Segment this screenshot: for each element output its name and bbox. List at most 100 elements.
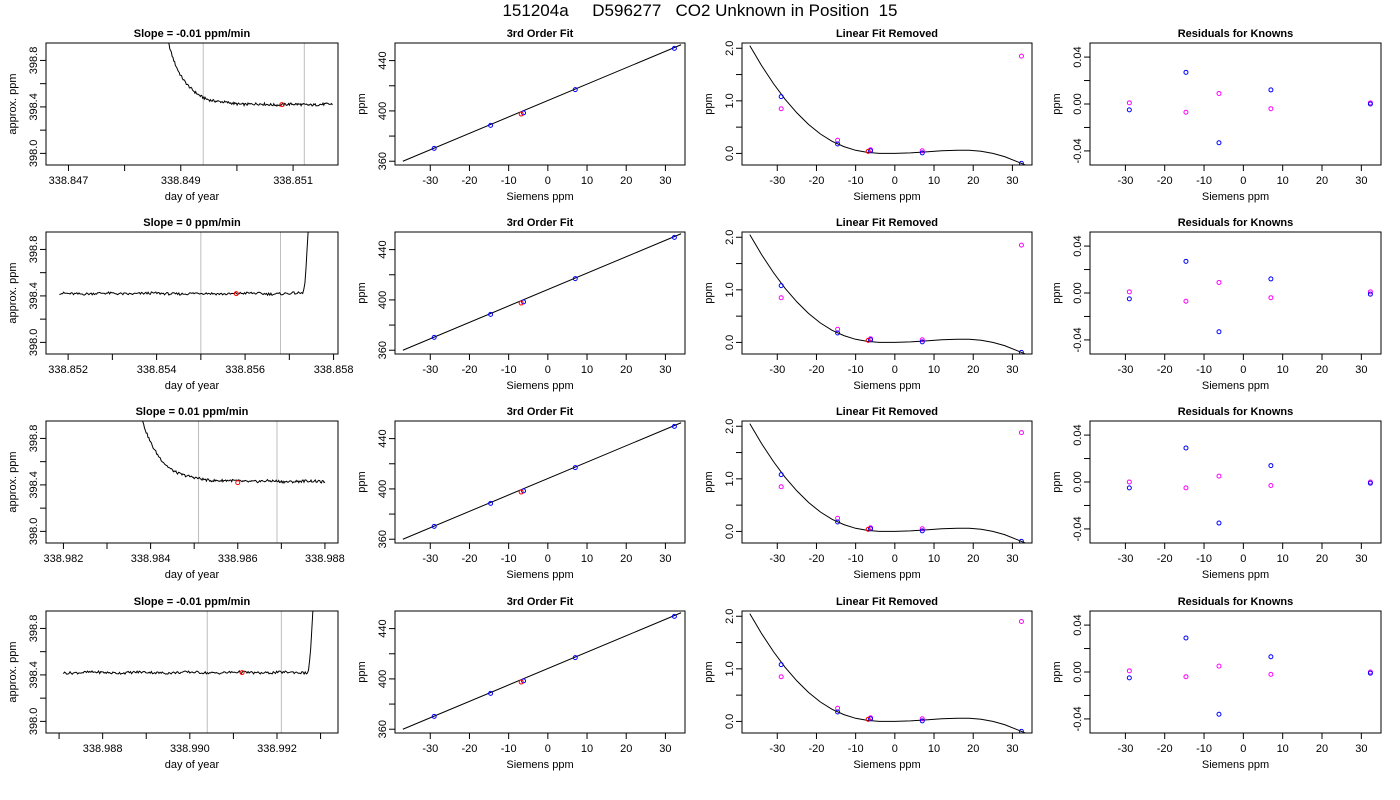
x-tick-label: 338.858 [314,364,354,376]
plot-area [749,234,1027,354]
x-tick-label: -20 [809,364,825,376]
unknown-point [279,102,285,108]
known-point [431,145,437,151]
chart-title: Slope = -0.01 ppm/min [134,596,251,608]
y-tick-label: 440 [377,619,389,637]
y-tick-label: 0.00 [1072,661,1084,682]
x-tick-label: -30 [1117,553,1133,565]
plot-frame [741,42,1033,166]
chart-title: 3rd Order Fit [507,28,574,40]
y-tick-label: 398.4 [28,93,40,121]
x-tick-label: 30 [659,553,671,565]
y-tick-label: 0.0 [724,524,736,539]
x-tick-label: 20 [967,553,979,565]
x-tick-label: -20 [809,743,825,755]
fit-line [402,44,682,162]
plot-frame [1089,42,1382,166]
y-axis-label: ppm [703,282,715,303]
secondary-point [778,484,784,490]
x-tick-label: 338.849 [161,175,201,187]
plot-frame [741,231,1033,355]
plot-frame [1089,231,1382,355]
x-tick-label: -20 [1157,553,1173,565]
known-point [488,122,494,128]
x-tick-label: 338.856 [225,364,265,376]
secondary-point [1183,298,1189,304]
x-tick-label: 20 [1316,743,1328,755]
x-tick-label: -10 [848,364,864,376]
x-tick-label: -10 [848,743,864,755]
known-point [1216,140,1222,146]
known-point [521,488,527,494]
known-point [1268,463,1274,469]
plot-frame [394,231,686,355]
known-point [1018,728,1024,733]
plot-frame [45,610,339,734]
plot-area [168,43,333,165]
secondary-point [1018,430,1024,436]
x-axis-label: Siemens ppm [506,759,573,771]
known-point [521,678,527,684]
x-tick-label: -20 [462,364,478,376]
x-tick-label: 0 [545,175,551,187]
chart-panel-trace-row4: Slope = -0.01 ppm/min 338.988 338.990 338.9… [7,596,339,771]
known-point [1216,711,1222,717]
x-tick-label: -10 [1196,364,1212,376]
fit-curve [749,613,1027,733]
plot-area [402,233,682,351]
secondary-point [1268,295,1274,301]
y-tick-label: -0.04 [1072,138,1084,163]
y-tick-label: 1.0 [724,93,736,108]
y-axis-label: ppm [1051,661,1063,682]
x-tick-label: 10 [928,553,940,565]
x-tick-label: -30 [769,743,785,755]
y-axis-label: approx. ppm [7,73,19,134]
x-tick-label: 338.986 [218,553,258,565]
x-tick-label: 30 [1006,553,1018,565]
chart-panel-fit-row4: 3rd Order Fit -30 -20 -10 0 10 20 30 Siemens ppm… [356,596,686,771]
known-point [1126,296,1132,302]
x-tick-label: 10 [1277,175,1289,187]
chart-panel-linear_removed-row3: Linear Fit Removed -30 -20 -10 0 10 20 30 Siemen… [703,406,1033,581]
x-tick-label: -20 [1157,175,1173,187]
chart-panel-linear_removed-row2: Linear Fit Removed -30 -20 -10 0 10 20 30 Siemen… [703,217,1033,392]
y-tick-label: 398.8 [28,615,40,643]
chart-panel-trace-row1: Slope = -0.01 ppm/min 338.847 338.849 338.8… [7,28,339,203]
known-point [671,45,677,51]
unknown-point [865,148,871,154]
analyzer-trace-line [62,611,314,676]
x-tick-label: 30 [1355,553,1367,565]
known-point [1367,101,1373,107]
known-point [572,655,578,661]
x-tick-label: 20 [620,743,632,755]
known-point [1367,480,1373,486]
known-point [835,330,841,336]
plot-frame [1089,610,1382,734]
y-tick-label: 400 [377,670,389,688]
y-tick-label: 0.00 [1072,282,1084,303]
y-axis-label: approx. ppm [7,262,19,323]
unknown-point [239,670,245,676]
y-tick-label: 360 [377,152,389,170]
chart-panel-trace-row3: Slope = 0.01 ppm/min 338.982 338.984 338.98… [7,406,345,581]
x-tick-label: -30 [1117,175,1133,187]
known-point [868,526,874,532]
known-point [1126,107,1132,113]
unknown-point [233,291,239,297]
x-tick-label: 20 [1316,175,1328,187]
x-tick-label: 10 [581,743,593,755]
x-axis-label: Siemens ppm [853,569,920,581]
plot-area [749,423,1027,543]
secondary-point [919,337,925,343]
chart-panel-residuals-row1: Residuals for Knowns -30 -20 -10 0 10 20 30 Siem… [1051,28,1382,203]
known-point [868,716,874,722]
known-point [671,613,677,619]
y-axis-label: ppm [1051,471,1063,492]
y-axis-label: ppm [703,471,715,492]
x-axis-label: Siemens ppm [853,759,920,771]
y-tick-label: 0.04 [1072,424,1084,445]
known-point [919,718,925,724]
x-axis-label: day of year [165,569,220,581]
known-point [1183,258,1189,264]
known-point [671,234,677,240]
